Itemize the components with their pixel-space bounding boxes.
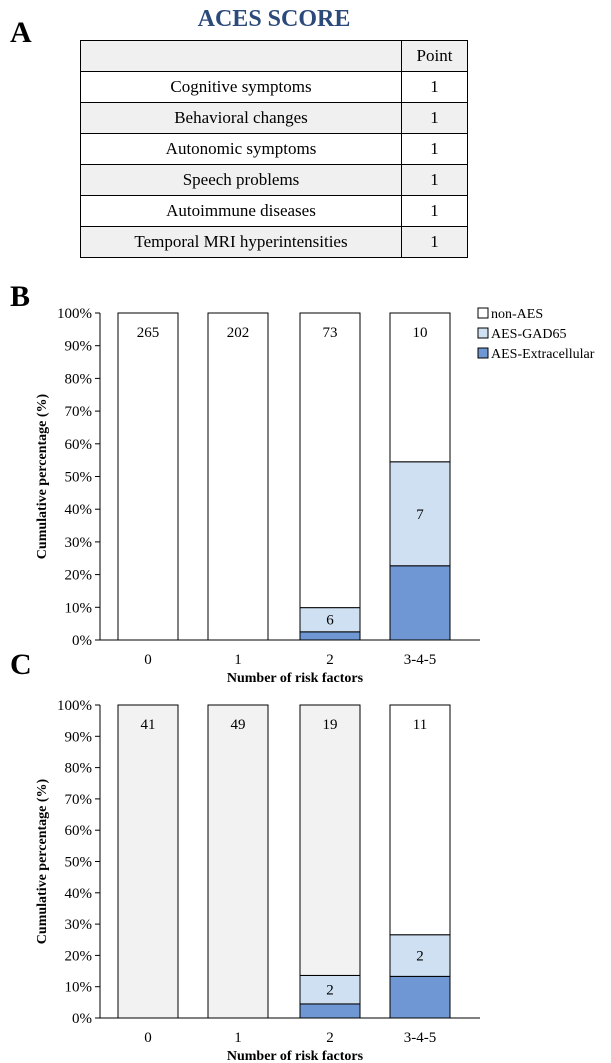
bar-aes-extracellular-2 xyxy=(299,1003,361,1019)
data-label: 41 xyxy=(141,717,156,733)
x-axis-label: Number of risk factors xyxy=(227,1049,364,1063)
y-tick-label: 50% xyxy=(65,855,93,871)
data-label: 7 xyxy=(416,507,424,523)
table-cell-criterion: Temporal MRI hyperintensities xyxy=(80,226,402,258)
y-tick-label: 30% xyxy=(65,917,93,933)
x-tick-label: 2 xyxy=(326,1030,334,1046)
data-label: 19 xyxy=(323,717,338,733)
legend-swatch-aes-gad65 xyxy=(477,327,489,339)
table-cell-criterion: Autonomic symptoms xyxy=(80,133,402,165)
aces-score-table: Point Cognitive symptoms 1 Behavioral ch… xyxy=(80,40,468,258)
bar-non-aes-0 xyxy=(117,704,179,1019)
table-cell-point: 1 xyxy=(401,164,468,196)
table-row: Temporal MRI hyperintensities 1 xyxy=(80,226,468,258)
x-axis-label: Number of risk factors xyxy=(227,671,364,686)
legend-swatch-non-aes xyxy=(477,307,489,319)
y-tick-label: 20% xyxy=(65,948,93,964)
table-row: Autoimmune diseases 1 xyxy=(80,195,468,227)
x-tick-label: 1 xyxy=(234,1030,242,1046)
table-row: Behavioral changes 1 xyxy=(80,102,468,134)
bar-non-aes-1 xyxy=(207,312,269,641)
y-tick-label: 0% xyxy=(72,633,92,649)
table-row: Speech problems 1 xyxy=(80,164,468,196)
y-tick-label: 50% xyxy=(65,470,93,486)
legend-label-aes-gad65: AES-GAD65 xyxy=(491,327,566,342)
bar-aes-extracellular-3-4-5 xyxy=(389,975,451,1019)
table-cell-point: 1 xyxy=(401,71,468,103)
table-header-criterion xyxy=(80,40,402,72)
table-cell-criterion: Autoimmune diseases xyxy=(80,195,402,227)
y-tick-label: 60% xyxy=(65,437,93,453)
table-cell-point: 1 xyxy=(401,226,468,258)
bar-non-aes-3-4-5 xyxy=(389,312,451,463)
y-tick-label: 30% xyxy=(65,535,93,551)
table-row: Autonomic symptoms 1 xyxy=(80,133,468,165)
data-label: 265 xyxy=(137,325,160,341)
table-cell-criterion: Speech problems xyxy=(80,164,402,196)
data-label: 49 xyxy=(231,717,246,733)
table-cell-criterion: Behavioral changes xyxy=(80,102,402,134)
table-row: Cognitive symptoms 1 xyxy=(80,71,468,103)
y-axis-label: Cumulative percentage (%) xyxy=(35,393,50,559)
legend-swatch-aes-extracellular xyxy=(477,347,489,359)
y-tick-label: 90% xyxy=(65,729,93,745)
data-label: 6 xyxy=(326,613,334,629)
data-label: 10 xyxy=(413,325,428,341)
table-cell-point: 1 xyxy=(401,102,468,134)
bar-aes-gad65-2 xyxy=(299,974,361,1005)
y-tick-label: 10% xyxy=(65,600,93,616)
legend-label-non-aes: non-AES xyxy=(491,307,543,322)
data-label: 11 xyxy=(413,717,427,733)
x-tick-label: 0 xyxy=(144,1030,152,1046)
x-tick-label: 3-4-5 xyxy=(404,1030,437,1046)
table-cell-point: 1 xyxy=(401,195,468,227)
data-label: 202 xyxy=(227,325,250,341)
chart-b-stacked-bars: 0% 10% 20% 30% 40% 50% 60% 70% 80% 90% 100% Cumulat… xyxy=(35,306,595,686)
x-tick-label: 3-4-5 xyxy=(404,652,437,668)
panel-label-a: A xyxy=(10,16,32,49)
y-tick-label: 0% xyxy=(72,1011,92,1027)
table-title: ACES SCORE xyxy=(197,6,351,32)
chart-c-stacked-bars: 0% 10% 20% 30% 40% 50% 60% 70% 80% 90% 100% Cumulat… xyxy=(35,698,480,1063)
data-label: 2 xyxy=(326,983,334,999)
bar-non-aes-3-4-5 xyxy=(389,704,451,936)
table-header-point: Point xyxy=(401,40,468,72)
bar-non-aes-0 xyxy=(117,312,179,641)
table-cell-criterion: Cognitive symptoms xyxy=(80,71,402,103)
y-tick-label: 10% xyxy=(65,980,93,996)
table-header-row: Point xyxy=(80,40,468,72)
y-tick-label: 100% xyxy=(57,698,92,714)
bar-non-aes-2 xyxy=(299,704,361,976)
legend-label-aes-extracellular: AES-Extracellular xyxy=(491,347,595,362)
data-label: 73 xyxy=(323,325,338,341)
x-tick-label: 0 xyxy=(144,652,152,668)
y-tick-label: 40% xyxy=(65,502,93,518)
y-tick-label: 60% xyxy=(65,823,93,839)
x-tick-label: 1 xyxy=(234,652,242,668)
data-label: 2 xyxy=(416,949,424,965)
y-tick-label: 100% xyxy=(57,306,92,322)
y-tick-label: 20% xyxy=(65,568,93,584)
y-tick-label: 80% xyxy=(65,761,93,777)
bar-aes-extracellular-3-4-5 xyxy=(389,565,451,641)
x-tick-label: 2 xyxy=(326,652,334,668)
bar-aes-extracellular-2 xyxy=(299,631,361,641)
y-tick-label: 90% xyxy=(65,339,93,355)
panel-label-c: C xyxy=(10,648,32,681)
bar-non-aes-2 xyxy=(299,312,361,609)
table-cell-point: 1 xyxy=(401,133,468,165)
y-tick-label: 40% xyxy=(65,886,93,902)
panel-label-b: B xyxy=(10,280,31,313)
bar-non-aes-1 xyxy=(207,704,269,1019)
y-tick-label: 70% xyxy=(65,792,93,808)
y-tick-label: 70% xyxy=(65,404,93,420)
y-tick-label: 80% xyxy=(65,371,93,387)
y-axis-label: Cumulative percentage (%) xyxy=(35,778,50,944)
